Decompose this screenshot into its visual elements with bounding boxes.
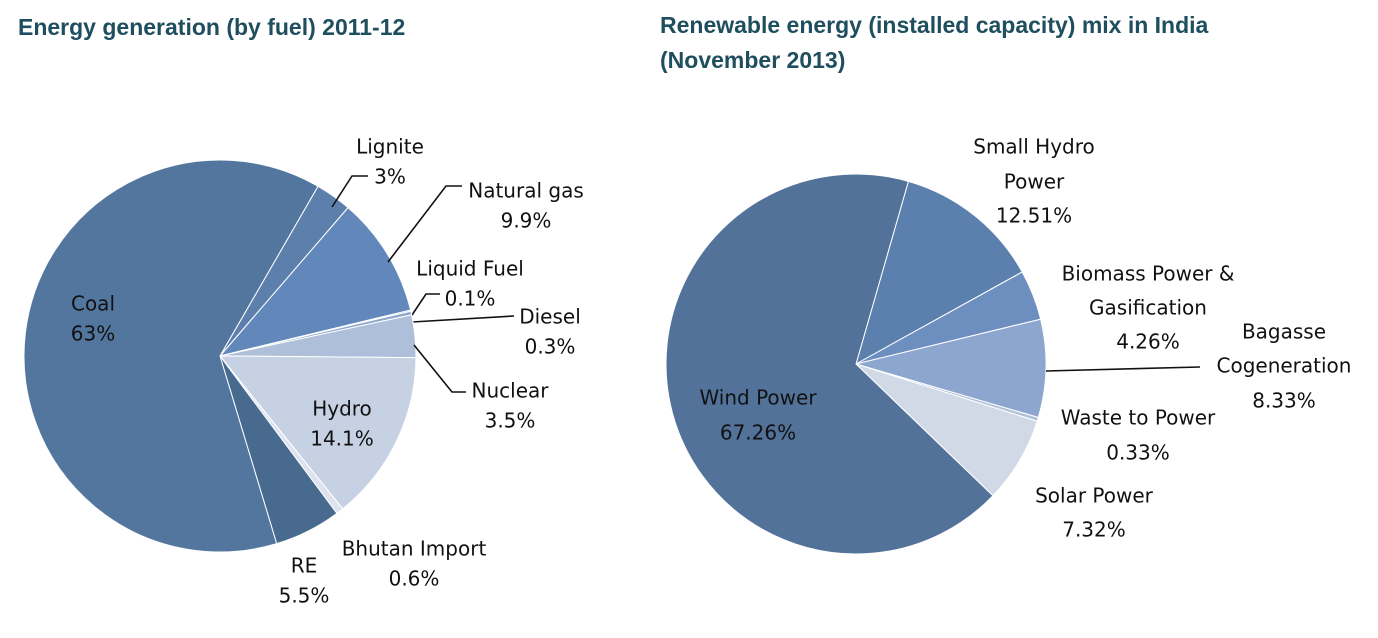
pie-slice-natural-gas [218,206,412,357]
category-label-solar-power: Solar Power [1035,484,1154,508]
category-label-nuclear: Nuclear [472,379,550,403]
chart-title-energy-generation: Energy generation (by fuel) 2011-12 [18,14,406,40]
category-label-re: RE [291,554,318,578]
data-label-waste-to-power: 0.33% [1106,441,1170,465]
category-label-bagasse-cogeneration-line-2: Cogeneration [1217,354,1352,378]
category-label-diesel: Diesel [519,305,581,329]
category-label-hydro: Hydro [312,397,372,421]
data-label-diesel: 0.3% [525,335,576,359]
leader-line-natural-gas [387,185,462,263]
data-label-liquid-fuel: 0.1% [445,287,496,311]
pie-slice-coal [23,159,319,553]
data-label-re: 5.5% [279,584,330,608]
data-label-coal: 63% [71,322,115,346]
leader-line-bagasse-cogeneration [1045,366,1201,372]
leader-line-nuclear [413,344,466,393]
category-label-wind-power: Wind Power [699,386,817,410]
category-label-bhutan-import: Bhutan Import [342,537,487,561]
pie-slice-wind-power [665,173,994,555]
data-label-wind-power: 67.26% [720,421,796,445]
data-label-biomass-power-gasification: 4.26% [1116,330,1180,354]
category-label-coal: Coal [71,292,115,316]
data-label-small-hydro-power: 12.51% [996,204,1072,228]
data-label-bagasse-cogeneration: 8.33% [1252,389,1316,413]
pie-slice-hydro [218,355,417,510]
data-label-lignite: 3% [374,165,406,189]
category-label-natural-gas: Natural gas [468,179,584,203]
category-label-liquid-fuel: Liquid Fuel [416,257,524,281]
category-label-bagasse-cogeneration-line-1: Bagasse [1242,320,1326,344]
leader-line-lignite [331,175,368,208]
category-label-small-hydro-power-line-2: Power [1004,170,1065,194]
leader-line-liquid-fuel [409,293,440,319]
data-label-bhutan-import: 0.6% [389,567,440,591]
pie-renewable-mix: Small Hydro Power 12.51% Biomass Power & Gas… [665,135,1352,555]
category-label-lignite: Lignite [356,135,424,159]
data-label-solar-power: 7.32% [1062,518,1126,542]
leader-line-diesel [411,315,515,323]
category-label-small-hydro-power-line-1: Small Hydro [973,135,1095,159]
data-label-natural-gas: 9.9% [501,209,552,233]
chart-title-renewable-mix: Renewable energy (installed capacity) mi… [660,12,1209,73]
data-label-hydro: 14.1% [310,427,374,451]
category-label-biomass-power-gasification-line-2: Gasification [1089,296,1207,320]
category-label-biomass-power-gasification-line-1: Biomass Power & [1062,262,1235,286]
pie-slice-small-hydro-power [855,180,1023,366]
pie-energy-generation: Lignite 3% Natural gas 9.9% Liquid Fuel 0.1% D… [23,135,584,608]
pie-slice-bagasse-cogeneration [854,318,1047,419]
category-label-waste-to-power: Waste to Power [1061,406,1216,430]
data-label-nuclear: 3.5% [485,409,536,433]
